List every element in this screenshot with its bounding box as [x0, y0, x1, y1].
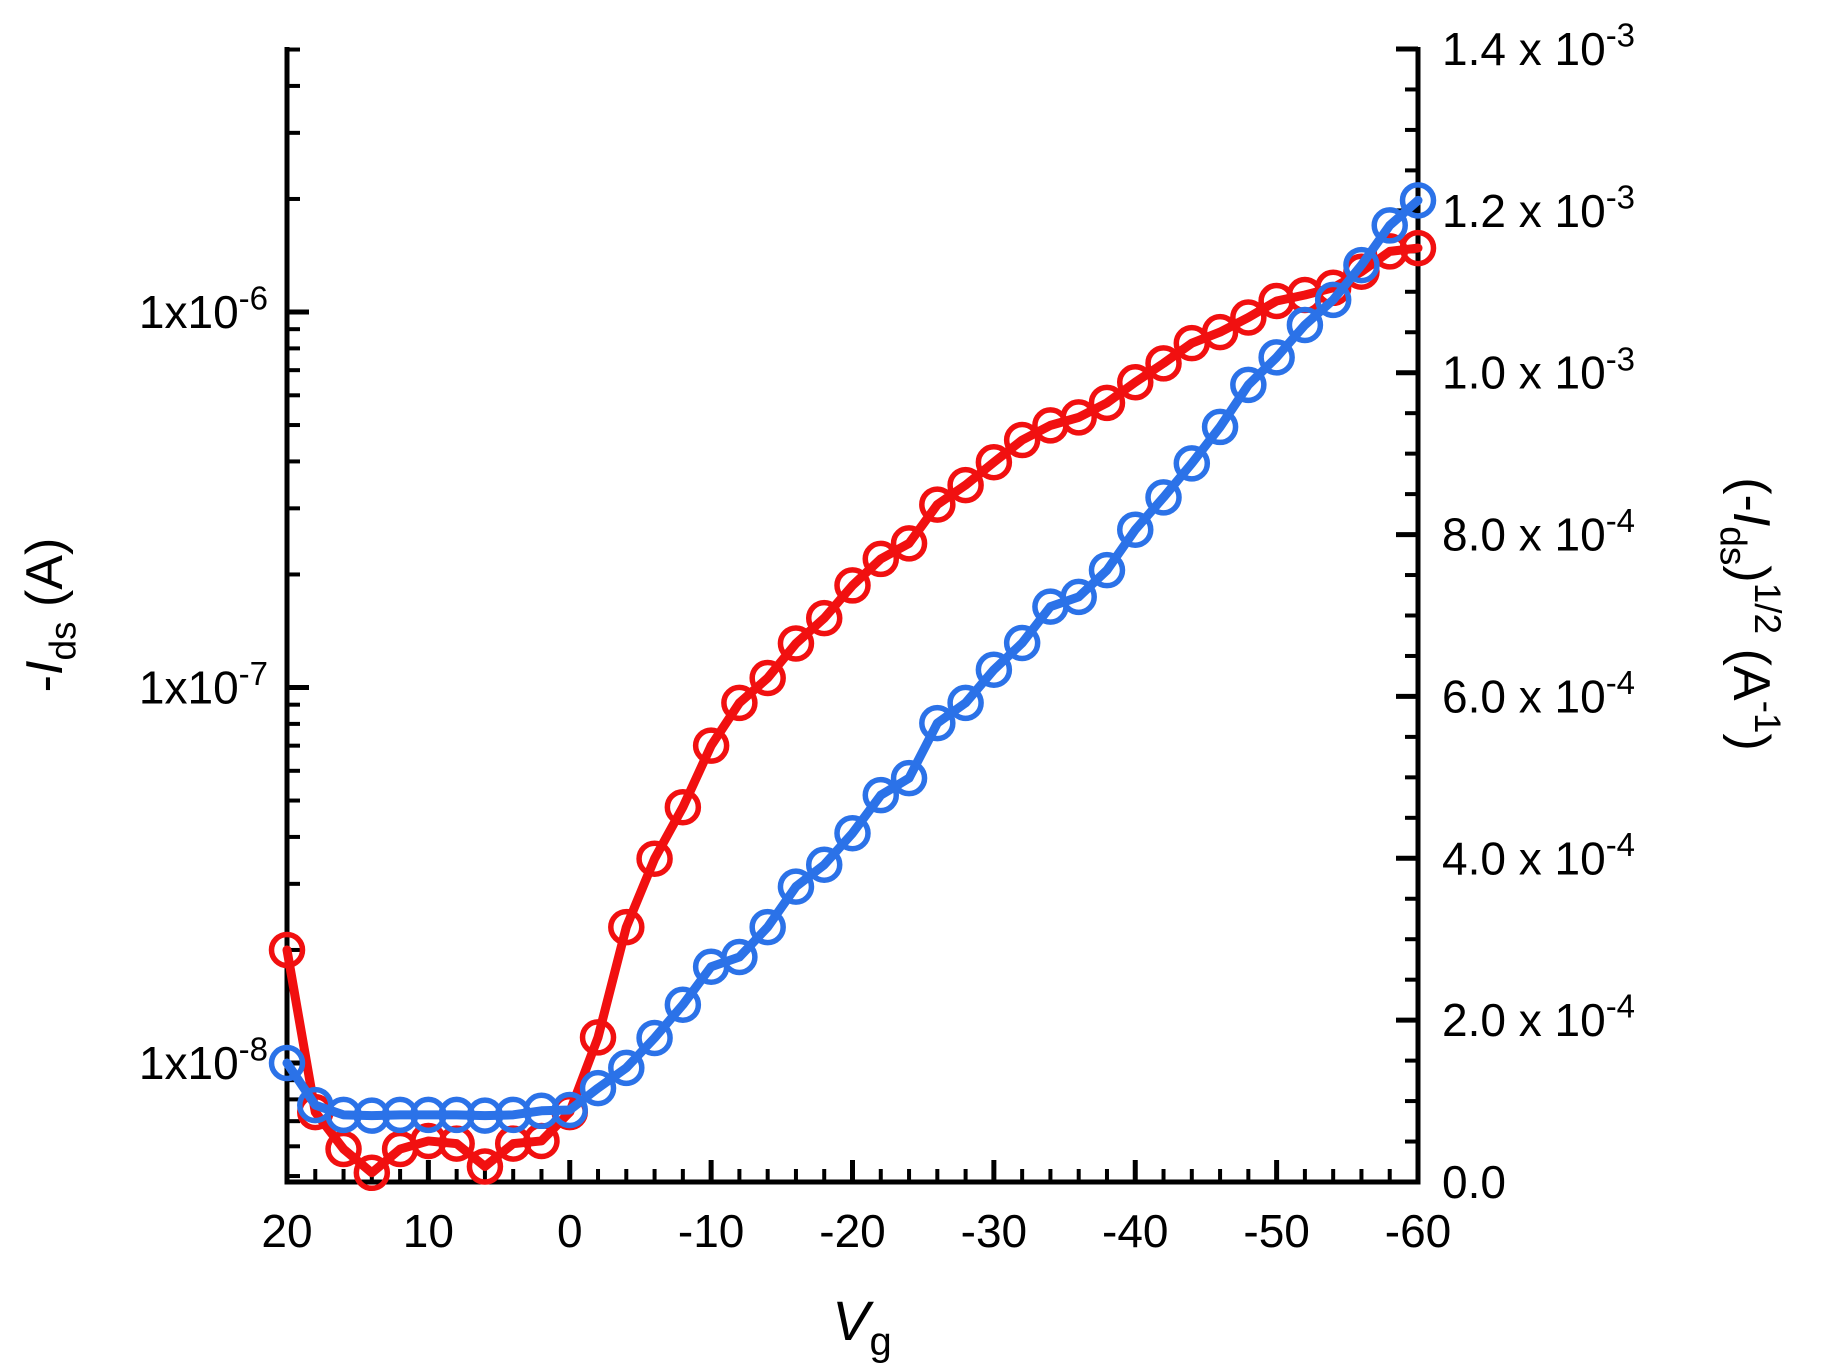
left-tick-label: 1x10-6: [139, 280, 268, 338]
sqrt_drain_current-data-point: [947, 684, 984, 722]
sqrt_drain_current-data-point: [1371, 207, 1408, 244]
sqrt_drain_current-data-point: [805, 846, 843, 884]
sqrt_drain_current-data-point: [1258, 339, 1295, 376]
drain_current_log-data-point: [353, 1154, 391, 1192]
sqrt_drain_current-data-point: [1060, 578, 1097, 616]
axis-ticks: [284, 46, 1421, 1185]
sqrt_drain_current-data-point: [975, 651, 1013, 688]
drain_current_log-data-point: [947, 466, 984, 504]
x-tick-label: -60: [1385, 1205, 1451, 1257]
x-tick-label: -30: [961, 1205, 1027, 1257]
sqrt_drain_current-data-point: [1173, 445, 1211, 482]
drain_current_log-line: [282, 243, 1423, 1178]
sqrt_drain_current-data-point: [1343, 246, 1380, 284]
axis-tick-labels: 1x10-6 1x10-7 1x10-8 1.4 x 10-3 1.2 x 10-3 1.…: [139, 17, 1635, 1257]
sqrt_drain_current-data-point: [1286, 306, 1324, 344]
right-tick-label: 1.4 x 10-3: [1442, 17, 1635, 75]
sqrt_drain_current-data-point: [862, 776, 900, 814]
sqrt_drain_current-data-point: [919, 704, 956, 742]
drain_current_log-data-point: [579, 1019, 617, 1056]
sqrt_drain_current-data-point: [1201, 408, 1239, 446]
x-tick-label: 20: [261, 1205, 312, 1257]
right-tick-label: 8.0 x 10-4: [1442, 502, 1635, 560]
sqrt_drain_current-data-point: [834, 814, 871, 852]
drain_current_log-data-point: [919, 486, 956, 523]
right-axis-title: (-Ids)1/2 (A-1): [1712, 477, 1787, 751]
sqrt_drain_current-data-point: [721, 938, 758, 976]
sqrt_drain_current-data-point: [1399, 182, 1437, 219]
sqrt_drain_current-data-point: [890, 759, 928, 797]
drain_current_log-data-point: [268, 931, 306, 969]
right-tick-label: 0.0: [1442, 1156, 1506, 1208]
drain_current_log-data-point: [1117, 364, 1154, 401]
sqrt_drain_current-data-point: [608, 1049, 645, 1087]
right-tick-label: 1.0 x 10-3: [1442, 340, 1635, 398]
drain_current_log-data-point: [721, 684, 758, 722]
x-axis-title: Vg: [832, 1289, 892, 1364]
sqrt_drain_current-data-point: [1117, 511, 1154, 548]
drain_current_log-data-point: [749, 659, 786, 697]
drain_current_log-data-point: [636, 840, 673, 877]
right-tick-label: 6.0 x 10-4: [1442, 664, 1635, 722]
x-tick-label: -10: [678, 1205, 744, 1257]
sqrt_drain_current-data-point: [777, 868, 815, 905]
drain_current_log-data-point: [325, 1130, 362, 1168]
drain_current_log-data-point: [890, 525, 928, 562]
sqrt_drain_current-data-point: [579, 1069, 617, 1107]
sqrt_drain_current-data-point: [1145, 479, 1182, 516]
sqrt_drain_current-data-point: [1314, 281, 1352, 319]
sqrt_drain_current-series: [268, 182, 1437, 1134]
left-tick-label: 1x10-7: [139, 655, 268, 713]
left-tick-label: 1x10-8: [139, 1031, 268, 1089]
left-axis-title: -Ids (A): [16, 538, 84, 693]
x-tick-label: 10: [403, 1205, 454, 1257]
sqrt_drain_current-line: [282, 195, 1423, 1121]
drain_current_log-data-point: [692, 727, 730, 764]
drain_current_log-data-point: [1060, 399, 1097, 436]
drain_current_log-data-point: [1201, 313, 1239, 351]
sqrt_drain_current-data-point: [1003, 624, 1041, 662]
sqrt_drain_current-data-point: [1230, 366, 1267, 404]
drain_current_log-data-point: [834, 567, 871, 604]
sqrt_drain_current-data-point: [636, 1019, 673, 1057]
sqrt_drain_current-data-point: [749, 908, 786, 946]
x-tick-label: -50: [1243, 1205, 1309, 1257]
x-tick-label: 0: [557, 1205, 583, 1257]
right-tick-label: 2.0 x 10-4: [1442, 988, 1635, 1046]
drain_current_log-data-point: [1399, 229, 1437, 267]
drain_current_log-data-point: [608, 908, 645, 946]
drain_current_log-data-point: [975, 443, 1013, 481]
x-tick-label: -20: [819, 1205, 885, 1257]
sqrt_drain_current-data-point: [551, 1091, 588, 1129]
drain_current_log-data-point: [1145, 345, 1182, 382]
drain_current_log-data-point: [805, 599, 843, 637]
drain_current_log-data-point: [862, 540, 900, 578]
right-tick-label: 1.2 x 10-3: [1442, 178, 1635, 236]
sqrt_drain_current-data-point: [664, 986, 702, 1024]
right-tick-label: 4.0 x 10-4: [1442, 826, 1635, 884]
drain_current_log-data-point: [466, 1148, 504, 1185]
drain_current_log-data-point: [1088, 384, 1126, 422]
x-tick-label: -40: [1102, 1205, 1168, 1257]
sqrt_drain_current-data-point: [1088, 551, 1126, 589]
sqrt_drain_current-data-point: [268, 1044, 306, 1082]
drain_current_log-data-point: [777, 625, 815, 662]
drain_current_log-data-point: [664, 788, 702, 826]
drain_current_log-series: [268, 229, 1437, 1192]
drain_current_log-data-point: [1230, 299, 1267, 336]
drain_current_log-data-point: [1003, 421, 1041, 459]
axis-spines: [284, 47, 1421, 1185]
